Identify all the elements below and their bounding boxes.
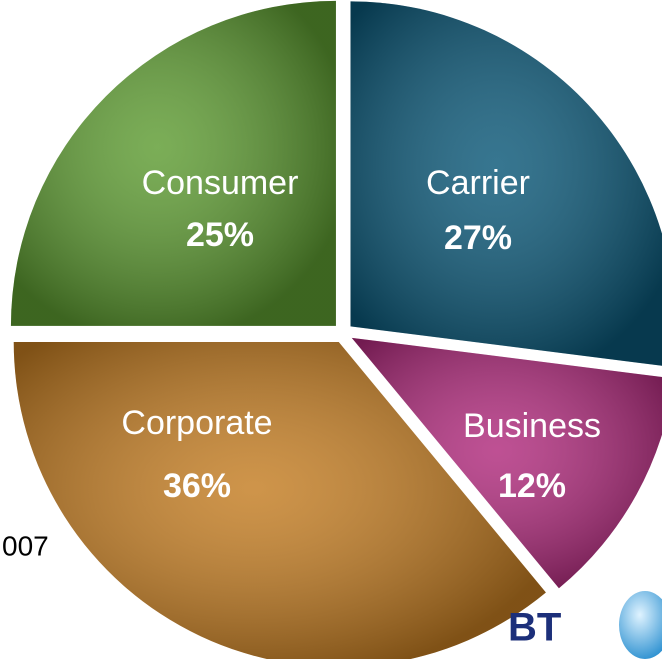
pie [10,0,662,659]
slice-shade [351,337,662,589]
slice-value: 36% [163,467,231,505]
slice-name: Consumer [142,164,299,202]
slice-name: Corporate [121,404,272,442]
slice-shade [350,1,662,366]
logo-globe [619,591,662,659]
slice-value: 12% [498,467,566,505]
slice-value: 27% [444,219,512,257]
slice-name: Business [463,407,601,445]
slice-shade [10,0,336,326]
slice-value: 25% [186,216,254,254]
slice-shade [13,342,546,659]
logo-text: BT [508,606,561,650]
logo: BT [508,591,662,659]
footnote: 007 [2,530,49,561]
slice-labels: Carrier 27% Business 12% Corporate 36% Consume… [121,164,601,505]
slice-name: Carrier [426,164,530,202]
